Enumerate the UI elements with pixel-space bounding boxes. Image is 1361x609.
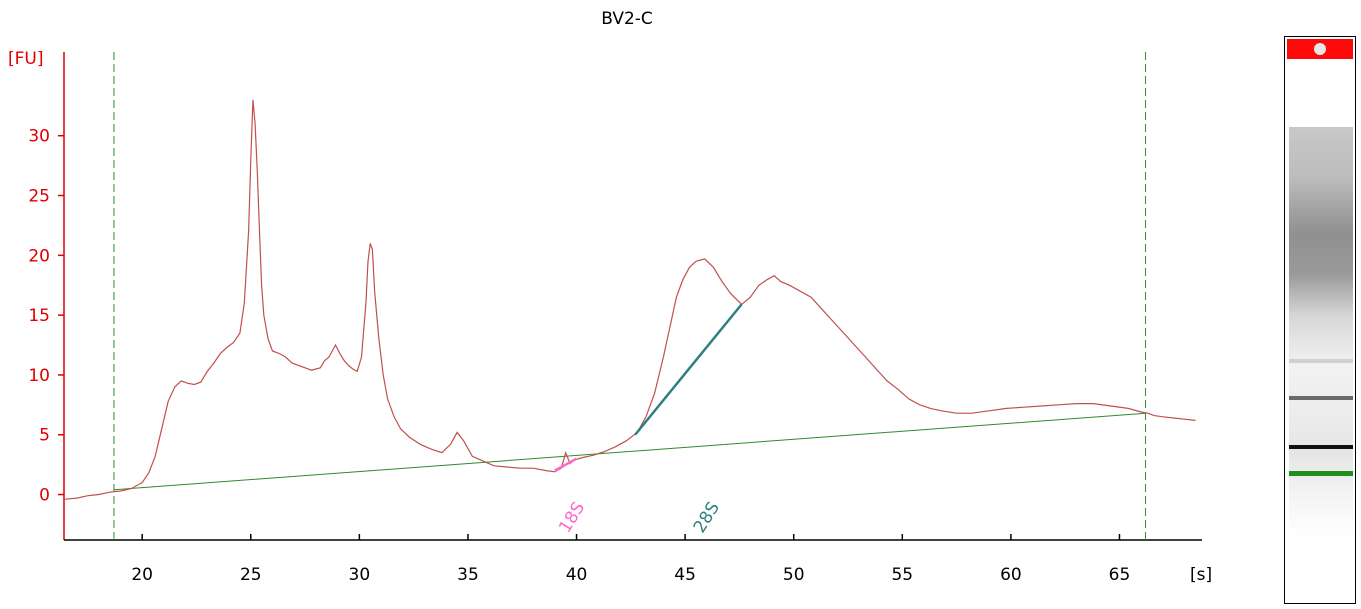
fluorescence-trace bbox=[63, 99, 1196, 500]
gel-band-faint bbox=[1289, 359, 1353, 363]
y-axis-ticks: 0 5 10 15 20 25 30 bbox=[28, 127, 64, 506]
x-tick-label: 50 bbox=[783, 565, 805, 585]
chart-title: BV2-C bbox=[601, 9, 653, 29]
x-tick-label: 45 bbox=[674, 565, 696, 585]
y-tick-label: 5 bbox=[39, 426, 50, 446]
x-tick-label: 25 bbox=[240, 565, 262, 585]
gel-bands bbox=[1289, 127, 1353, 537]
peak-28s-label: 28S bbox=[690, 499, 724, 537]
x-tick-label: 20 bbox=[131, 565, 153, 585]
peak-18s-label: 18S bbox=[555, 499, 589, 537]
x-axis-ticks: 20 25 30 35 40 45 50 55 60 65 bbox=[131, 534, 1130, 585]
peak-28s-segment bbox=[634, 303, 743, 436]
gel-band-lower-marker bbox=[1289, 471, 1353, 476]
gel-smear bbox=[1289, 127, 1353, 537]
gel-band-upper bbox=[1289, 396, 1353, 400]
x-tick-label: 35 bbox=[457, 565, 479, 585]
x-tick-label: 40 bbox=[566, 565, 588, 585]
y-axis-unit-label: [FU] bbox=[8, 49, 44, 69]
baseline-line bbox=[113, 412, 1146, 491]
x-tick-label: 65 bbox=[1109, 565, 1131, 585]
lane-status-dot bbox=[1314, 43, 1326, 55]
x-axis-unit-label: [s] bbox=[1190, 565, 1212, 585]
peak-18s-segment bbox=[554, 457, 578, 472]
x-tick-label: 55 bbox=[891, 565, 913, 585]
gel-band-marker bbox=[1289, 445, 1353, 449]
gel-lane-image bbox=[1284, 36, 1356, 604]
y-tick-label: 30 bbox=[28, 127, 50, 147]
x-tick-label: 60 bbox=[1000, 565, 1022, 585]
gel-lane-header bbox=[1287, 39, 1353, 59]
y-tick-label: 20 bbox=[28, 246, 50, 266]
y-tick-label: 10 bbox=[28, 366, 50, 386]
y-tick-label: 15 bbox=[28, 306, 50, 326]
y-tick-label: 0 bbox=[39, 486, 50, 506]
y-tick-label: 25 bbox=[28, 187, 50, 207]
x-tick-label: 30 bbox=[349, 565, 371, 585]
